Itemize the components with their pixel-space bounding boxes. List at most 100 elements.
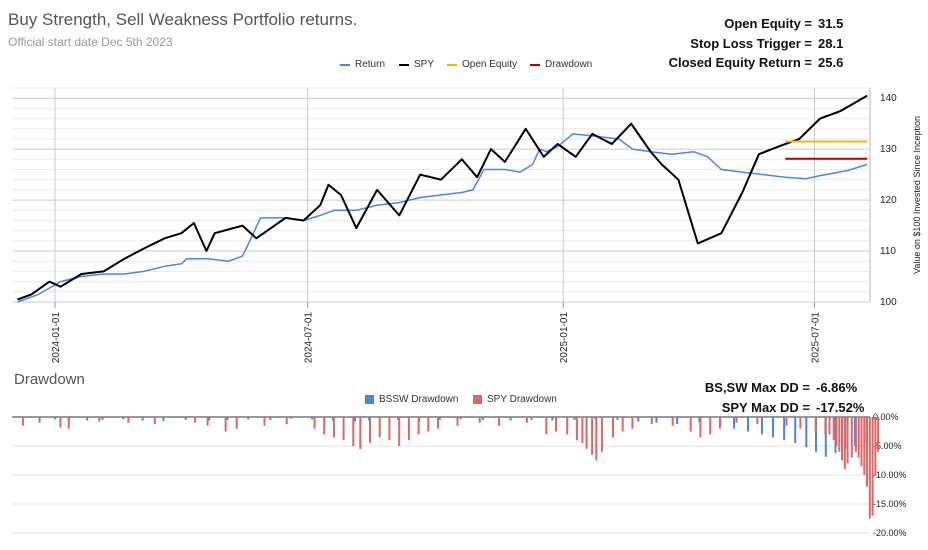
main-chart-x-ticks: 2024-01-01 2024-07-01 2025-01-01 2025-07-01 [51, 302, 821, 363]
dd-bar-spy-drawdown [67, 417, 70, 429]
dd-bar-spy-drawdown [566, 417, 569, 435]
dd-bar-spy-drawdown [835, 417, 838, 446]
dd-bar-spy-drawdown [718, 417, 721, 429]
dd-bar-spy-drawdown [843, 417, 846, 470]
chart-title: Buy Strength, Sell Weakness Portfolio re… [8, 10, 358, 29]
dd-bar-bssw-drawdown [397, 417, 400, 420]
x-tick-label: 2025-07-01 [810, 312, 821, 364]
dd-bar-spy-drawdown [854, 417, 857, 452]
legend-spy-drawdown-swatch [473, 395, 482, 404]
dd-bar-spy-drawdown [857, 417, 860, 458]
dd-bar-spy-drawdown [699, 417, 702, 438]
dd-bar-spy-drawdown [342, 417, 345, 441]
dd-bar-bssw-drawdown [676, 417, 679, 424]
dd-bar-spy-drawdown [575, 417, 578, 441]
dd-bar-spy-drawdown [498, 417, 501, 426]
drawdown-title: Drawdown [14, 371, 85, 388]
drawdown-chart-bars [21, 417, 880, 519]
dd-y-tick-label: 0.00% [873, 412, 899, 422]
legend-return[interactable]: Return [340, 59, 385, 70]
x-tick-label: 2025-01-01 [559, 312, 570, 364]
dd-bar-spy-drawdown [860, 417, 863, 467]
legend-bssw-drawdown-swatch [365, 395, 374, 404]
bssw-max-dd-value: -6.86% [816, 380, 858, 395]
dd-bar-bssw-drawdown [530, 417, 533, 420]
series-line-return [17, 133, 868, 303]
dd-bar-bssw-drawdown [101, 417, 104, 420]
dd-bar-spy-drawdown [359, 417, 362, 449]
legend-spy[interactable]: SPY [399, 59, 434, 70]
legend-spy-label: SPY [414, 59, 435, 70]
dd-bar-bssw-drawdown [86, 417, 89, 421]
dd-bar-spy-drawdown [871, 417, 874, 516]
dd-bar-spy-drawdown [323, 417, 326, 435]
dd-bar-bssw-drawdown [481, 417, 484, 420]
dd-bar-spy-drawdown [874, 417, 877, 475]
main-chart-grid [12, 87, 871, 303]
dd-bar-spy-drawdown [545, 417, 548, 435]
legend-return-swatch [340, 63, 350, 66]
y-tick-label: 130 [880, 144, 897, 155]
dd-bar-spy-drawdown [59, 417, 62, 428]
dd-bar-spy-drawdown [863, 417, 866, 475]
dd-bar-spy-drawdown [313, 417, 316, 429]
open-equity-value: 31.5 [818, 16, 844, 31]
dd-bar-spy-drawdown [595, 417, 598, 461]
legend-spy-swatch [399, 63, 409, 66]
dd-bar-bssw-drawdown [616, 417, 619, 420]
dd-bar-spy-drawdown [838, 417, 841, 452]
closed-equity-label: Closed Equity Return = [668, 55, 812, 70]
dd-bar-spy-drawdown [555, 417, 557, 432]
dd-bar-bssw-drawdown [269, 417, 272, 420]
dd-bar-spy-drawdown [689, 417, 692, 432]
dd-bar-spy-drawdown [591, 417, 594, 455]
dd-y-tick-label: -5.00% [873, 441, 902, 451]
dd-bar-spy-drawdown [417, 417, 420, 435]
dd-bar-bssw-drawdown [311, 417, 314, 420]
legend-drawdown[interactable]: Drawdown [530, 59, 592, 70]
dd-bar-bssw-drawdown [141, 417, 144, 421]
dd-bar-spy-drawdown [877, 417, 880, 452]
dd-y-tick-label: -15.00% [873, 499, 907, 509]
dd-bar-spy-drawdown [600, 417, 603, 452]
dd-bar-bssw-drawdown [637, 417, 640, 422]
dd-bar-bssw-drawdown [54, 417, 57, 420]
dd-bar-spy-drawdown [866, 417, 868, 487]
legend-open-equity[interactable]: Open Equity [447, 59, 517, 70]
dd-bar-spy-drawdown [38, 417, 41, 423]
legend-open-equity-swatch [447, 63, 457, 66]
legend-drawdown-label: Drawdown [545, 59, 593, 70]
legend-return-label: Return [355, 59, 386, 70]
dd-bar-bssw-drawdown [747, 417, 749, 432]
legend-bssw-drawdown-label: BSSW Drawdown [379, 394, 459, 405]
dd-bar-spy-drawdown [427, 417, 430, 432]
dd-bar-spy-drawdown [127, 417, 130, 423]
dd-bar-bssw-drawdown [794, 417, 797, 444]
dd-bar-spy-drawdown [478, 417, 481, 423]
dd-bar-bssw-drawdown [247, 417, 250, 420]
dd-bar-spy-drawdown [437, 417, 439, 429]
dd-bar-spy-drawdown [868, 417, 871, 519]
main-chart-y-ticks: 100 110 120 130 140 [880, 93, 897, 308]
dd-bar-spy-drawdown [153, 417, 156, 424]
legend-spy-drawdown-label: SPY Drawdown [487, 394, 557, 405]
dd-bar-bssw-drawdown [208, 417, 211, 421]
y-tick-label: 120 [880, 195, 897, 206]
dd-bar-spy-drawdown [369, 417, 371, 444]
y-tick-label: 140 [880, 93, 897, 104]
dd-bar-spy-drawdown [832, 417, 835, 441]
series-line-spy [17, 94, 868, 301]
legend-spy-drawdown[interactable]: SPY Drawdown [473, 394, 557, 405]
dd-bar-spy-drawdown [585, 417, 588, 449]
dd-bar-bssw-drawdown [122, 417, 125, 420]
dd-bar-spy-drawdown [650, 417, 653, 424]
dd-bar-bssw-drawdown [226, 417, 229, 420]
legend-bssw-drawdown[interactable]: BSSW Drawdown [365, 394, 458, 405]
dd-bar-spy-drawdown [206, 417, 209, 426]
dd-bar-spy-drawdown [456, 417, 459, 426]
dd-bar-spy-drawdown [407, 417, 410, 441]
dd-bar-spy-drawdown [621, 417, 624, 432]
y-tick-label: 100 [880, 297, 897, 308]
bssw-max-dd-label: BS,SW Max DD = [704, 380, 810, 395]
dd-bar-bssw-drawdown [184, 417, 187, 420]
